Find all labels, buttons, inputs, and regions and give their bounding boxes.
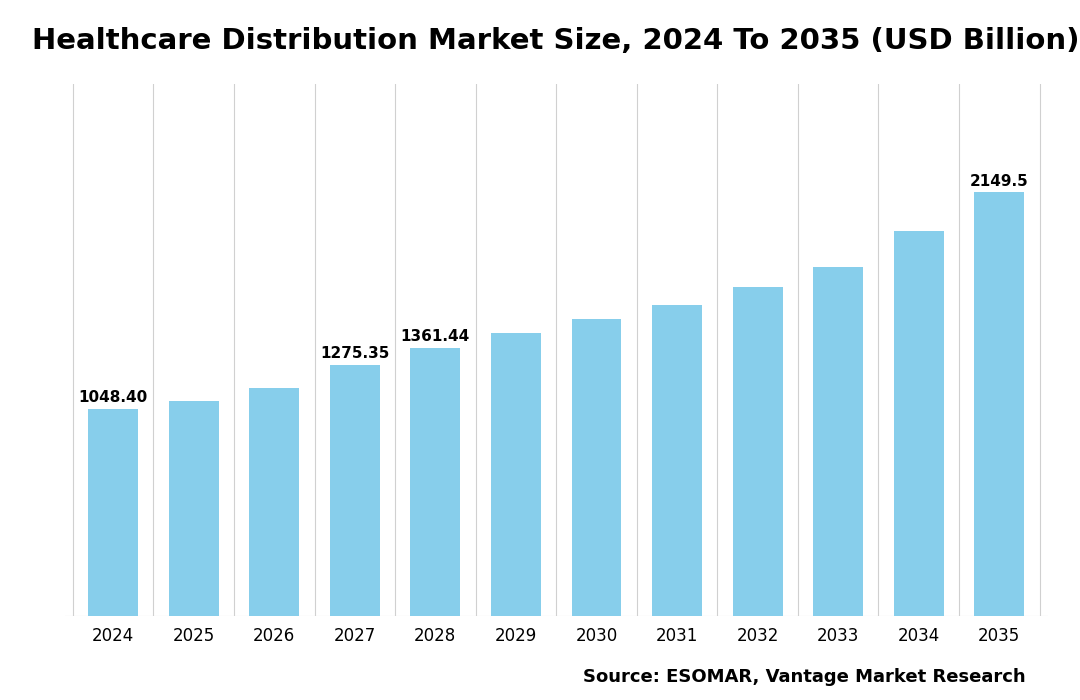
Bar [652, 305, 702, 616]
Bar [571, 319, 621, 616]
Bar [168, 401, 218, 616]
Bar [89, 410, 138, 616]
Bar [410, 348, 460, 616]
Bar [249, 389, 299, 616]
Bar [732, 286, 783, 616]
Title: Healthcare Distribution Market Size, 2024 To 2035 (USD Billion): Healthcare Distribution Market Size, 202… [32, 27, 1080, 55]
Text: Source: ESOMAR, Vantage Market Research: Source: ESOMAR, Vantage Market Research [583, 668, 1026, 686]
Text: 1361.44: 1361.44 [401, 329, 470, 344]
Bar [491, 333, 541, 616]
Bar [974, 193, 1024, 616]
Bar [329, 365, 380, 616]
Bar [813, 267, 863, 616]
Text: 1275.35: 1275.35 [320, 346, 390, 360]
Text: 2149.5: 2149.5 [970, 174, 1028, 188]
Text: 1048.40: 1048.40 [79, 391, 148, 405]
Bar [894, 231, 944, 616]
